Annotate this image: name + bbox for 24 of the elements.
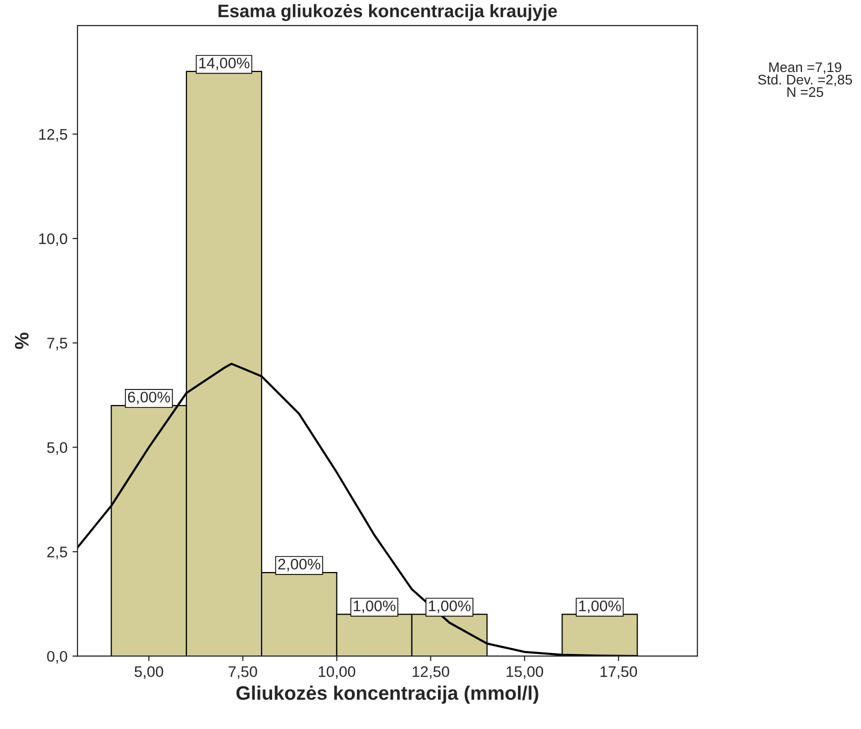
- data-label: 14,00%: [199, 58, 250, 70]
- x-tick-label: 17,50: [600, 666, 638, 679]
- x-tick-label: 7,50: [228, 666, 258, 679]
- x-tick-label: 10,00: [318, 666, 356, 679]
- x-axis-title: Gliukozės koncentracija (mmol/l): [236, 686, 538, 704]
- y-tick-label: 5,0: [47, 442, 68, 455]
- data-label: 1,00%: [579, 600, 621, 614]
- x-tick-label: 12,50: [412, 666, 450, 679]
- y-tick-label: 10,0: [39, 233, 68, 246]
- x-tick-label: 15,00: [506, 666, 544, 679]
- y-tick-label: 0,0: [47, 650, 68, 664]
- y-tick-label: 12,5: [39, 128, 68, 142]
- data-label: 2,00%: [278, 558, 320, 572]
- y-axis-title: %: [14, 332, 29, 349]
- text: Std. Dev. =2,85: [758, 74, 852, 86]
- chart-title: Esama gliukozės koncentracija kraujyje: [218, 4, 557, 22]
- x-tick-label: 5,00: [134, 666, 164, 679]
- y-tick-label: 2,5: [47, 546, 68, 560]
- data-label: 6,00%: [128, 392, 170, 404]
- y-tick-label: 7,5: [47, 338, 68, 350]
- text: N =25: [787, 87, 824, 97]
- text: Mean =7,19: [769, 62, 842, 74]
- data-label: 1,00%: [354, 600, 396, 614]
- data-label: 1,00%: [428, 600, 471, 614]
